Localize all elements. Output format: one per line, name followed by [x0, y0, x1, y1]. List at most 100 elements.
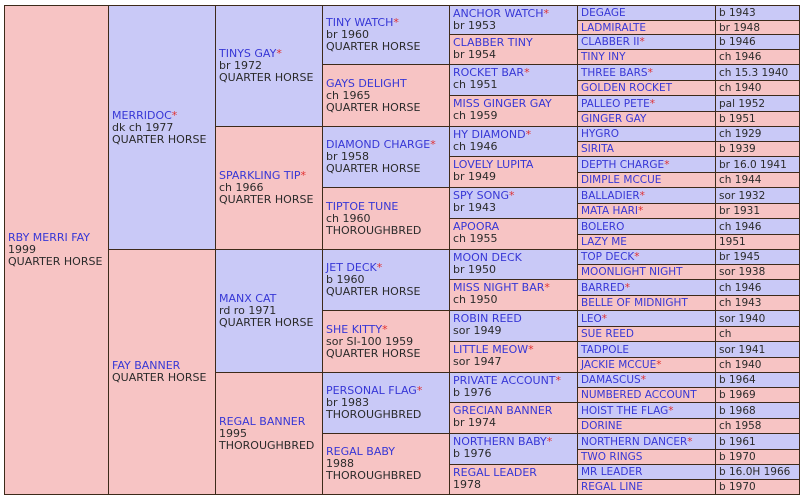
horse-name-link[interactable]: PRIVATE ACCOUNT — [453, 374, 556, 387]
horse-name-link[interactable]: BALLADIER — [581, 189, 640, 202]
horse-name-link[interactable]: PERSONAL FLAG — [326, 384, 417, 397]
horse-name-link[interactable]: MISS GINGER GAY — [453, 97, 552, 110]
imported-star: * — [664, 158, 670, 171]
horse-name-link[interactable]: BELLE OF MIDNIGHT — [581, 297, 688, 309]
horse-name-link[interactable]: THREE BARS — [581, 66, 648, 79]
horse-name-link[interactable]: LOVELY LUPITA — [453, 158, 534, 171]
gen3-cell: DIAMOND CHARGE* br 1958 QUARTER HORSE — [323, 127, 449, 187]
horse-name-link[interactable]: DEGAGE — [581, 7, 626, 19]
horse-name-link[interactable]: MOONLIGHT NIGHT — [581, 266, 683, 278]
horse-name-link[interactable]: LADMIRALTE — [581, 21, 647, 34]
horse-name-link[interactable]: BOLERO — [581, 220, 625, 233]
gen5-detail-cell: ch 1929 — [716, 127, 799, 141]
horse-name-link[interactable]: PALLEO PETE — [581, 97, 650, 110]
horse-name-link[interactable]: MANX CAT — [219, 292, 277, 305]
horse-name-link[interactable]: TOP DECK — [581, 251, 635, 263]
horse-name-link[interactable]: TWO RINGS — [581, 451, 643, 463]
horse-name-link[interactable]: LAZY ME — [581, 236, 627, 248]
horse-detail: ch 1959 — [453, 109, 498, 122]
gen3-cell: JET DECK* b 1960 QUARTER HORSE — [323, 250, 449, 310]
horse-name-link[interactable]: ROBIN REED — [453, 312, 522, 325]
horse-name-link[interactable]: DIMPLE MCCUE — [581, 174, 662, 186]
horse-name-link[interactable]: TINY INY — [581, 51, 626, 63]
horse-name-link[interactable]: SPY SONG — [453, 189, 509, 202]
horse-detail: 1988 — [326, 457, 354, 470]
horse-name-link[interactable]: TIPTOE TUNE — [326, 199, 399, 213]
horse-name-link[interactable]: MISS NIGHT BAR — [453, 281, 545, 294]
horse-detail: ch 1965 — [326, 88, 371, 102]
horse-name-link[interactable]: NORTHERN DANCER — [581, 435, 688, 448]
imported-star: * — [430, 138, 436, 151]
horse-name-link[interactable]: SUE REED — [581, 328, 634, 340]
horse-name-link[interactable]: SIRITA — [581, 143, 614, 155]
horse-name-link[interactable]: GAYS DELIGHT — [326, 76, 407, 90]
horse-name-link[interactable]: BARRED — [581, 281, 625, 294]
gen5-detail-cell: ch 1946 — [716, 219, 799, 234]
horse-detail: 1995 — [219, 426, 247, 440]
horse-name-link[interactable]: HOIST THE FLAG — [581, 404, 669, 417]
horse-name-link[interactable]: REGAL BANNER — [219, 414, 306, 428]
horse-name-link[interactable]: CLABBER TINY — [453, 36, 533, 49]
gen4-cell: ROBIN REED sor 1949 — [450, 311, 577, 341]
horse-name-link[interactable]: DORINE — [581, 420, 623, 432]
gen5-name-cell: LEO * — [578, 311, 715, 326]
gen2-cell: TINYS GAY* br 1972 QUARTER HORSE — [216, 6, 322, 126]
gen4-cell: PRIVATE ACCOUNT* b 1976 — [450, 373, 577, 402]
horse-name-link[interactable]: LITTLE MEOW — [453, 343, 529, 356]
horse-name-link[interactable]: FAY BANNER — [112, 359, 181, 372]
subject-name-link[interactable]: RBY MERRI FAY — [8, 231, 90, 244]
horse-name-link[interactable]: MERRIDOC — [112, 108, 172, 122]
subject-year: 1999 — [8, 243, 36, 256]
horse-name-link[interactable]: GRECIAN BANNER — [453, 404, 553, 417]
horse-name-link[interactable]: LEO — [581, 312, 602, 325]
horse-name-link[interactable]: ROCKET BAR — [453, 66, 525, 79]
gen5-name-cell: BALLADIER * — [578, 188, 715, 203]
horse-detail: ch 1955 — [453, 232, 498, 245]
gen4-cell: APOORA ch 1955 — [450, 219, 577, 249]
horse-detail: ch 1946 — [453, 140, 498, 153]
horse-name-link[interactable]: JACKIE MCCUE — [581, 359, 657, 371]
horse-name-link[interactable]: NUMBERED ACCOUNT — [581, 389, 697, 401]
horse-name-link[interactable]: MR LEADER — [581, 466, 643, 478]
horse-name-link[interactable]: MATA HARI — [581, 205, 639, 217]
imported-star: * — [382, 322, 388, 336]
horse-name-link[interactable]: GINGER GAY — [581, 113, 647, 125]
horse-name-link[interactable]: APOORA — [453, 220, 500, 233]
gen5-detail-cell: br 1931 — [716, 204, 799, 218]
horse-name-link[interactable]: JET DECK — [326, 261, 377, 274]
horse-name-link[interactable]: CLABBER II — [581, 36, 640, 48]
horse-breed: THOROUGHBRED — [326, 408, 422, 421]
sire-cell: MERRIDOC* dk ch 1977 QUARTER HORSE — [109, 6, 215, 249]
horse-name-link[interactable]: REGAL BABY — [326, 445, 396, 458]
gen5-name-cell: SIRITA — [578, 142, 715, 156]
horse-name-link[interactable]: REGAL LEADER — [453, 466, 537, 479]
horse-name-link[interactable]: TADPOLE — [581, 343, 629, 356]
gen5-name-cell: GOLDEN ROCKET — [578, 81, 715, 95]
horse-name-link[interactable]: MOON DECK — [453, 251, 522, 264]
horse-name-link[interactable]: HY DIAMOND — [453, 128, 526, 141]
horse-name-link[interactable]: GOLDEN ROCKET — [581, 82, 672, 94]
horse-breed: THOROUGHBRED — [326, 469, 422, 482]
gen5-detail-cell: b 1964 — [716, 373, 799, 387]
pedigree-chart: RBY MERRI FAY 1999 QUARTER HORSE MERRIDO… — [4, 5, 800, 495]
horse-breed: QUARTER HORSE — [219, 316, 314, 329]
imported-star: * — [544, 281, 550, 294]
gen5-detail-cell: 1951 — [716, 235, 799, 249]
horse-name-link[interactable]: DIAMOND CHARGE — [326, 138, 431, 151]
horse-name-link[interactable]: SPARKLING TIP — [219, 169, 301, 182]
gen5-name-cell: DIMPLE MCCUE — [578, 173, 715, 187]
horse-name-link[interactable]: HYGRO — [581, 128, 620, 140]
gen5-name-cell: DEGAGE — [578, 6, 715, 20]
horse-name-link[interactable]: TINY WATCH — [326, 16, 394, 29]
imported-star: * — [687, 435, 693, 448]
horse-detail: br 1960 — [326, 28, 369, 41]
horse-name-link[interactable]: TINYS GAY — [219, 47, 277, 60]
horse-detail: br 1954 — [453, 48, 496, 61]
horse-breed: QUARTER HORSE — [326, 100, 421, 114]
horse-name-link[interactable]: DEPTH CHARGE — [581, 158, 665, 171]
horse-name-link[interactable]: SHE KITTY — [326, 322, 383, 336]
horse-name-link[interactable]: NORTHERN BABY — [453, 435, 547, 448]
horse-name-link[interactable]: DAMASCUS — [581, 374, 641, 386]
horse-name-link[interactable]: REGAL LINE — [581, 481, 643, 493]
horse-name-link[interactable]: ANCHOR WATCH — [453, 7, 544, 20]
